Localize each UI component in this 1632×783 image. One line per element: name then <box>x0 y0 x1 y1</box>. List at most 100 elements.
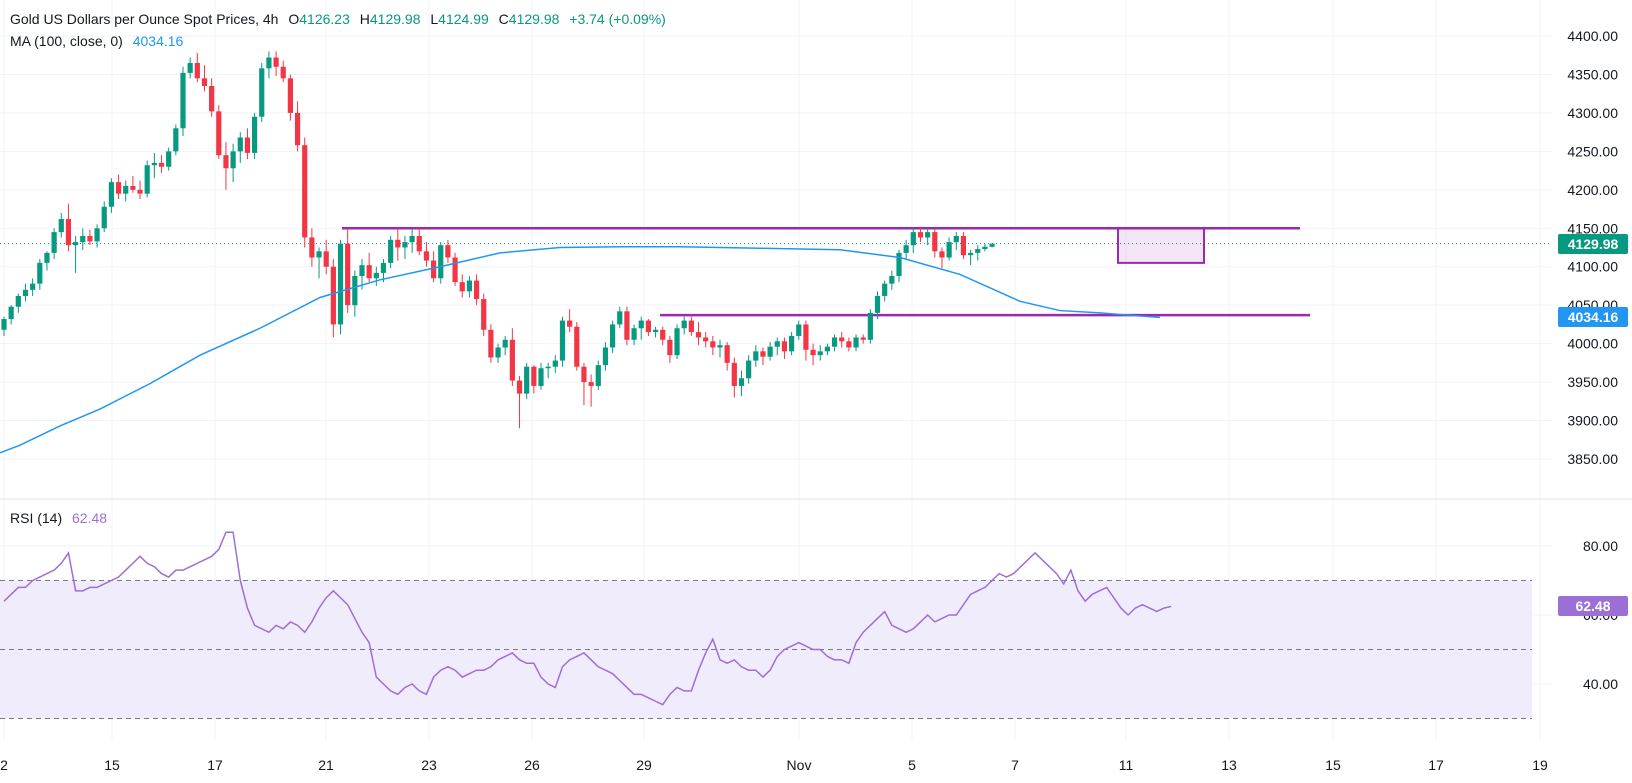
candle-body <box>746 360 752 379</box>
candle-body <box>187 62 193 73</box>
candle-body <box>37 262 43 284</box>
candle-body <box>180 72 186 129</box>
candle-body <box>846 341 852 348</box>
candle-body <box>667 339 673 356</box>
rsi-line <box>3 531 1172 706</box>
candle-body <box>115 182 122 194</box>
candle-body <box>73 242 79 246</box>
candle-body <box>968 252 974 256</box>
candle-body <box>151 162 157 166</box>
candle-body <box>538 368 544 386</box>
ma100-line <box>0 245 1161 454</box>
candle-body <box>602 347 609 366</box>
candle-body <box>94 228 100 242</box>
price-tick-label: 4250.00 <box>1567 143 1618 159</box>
candle-body <box>624 311 630 340</box>
candle-body <box>674 328 680 356</box>
rsi-label[interactable]: RSI (14) <box>10 510 63 526</box>
candle-body <box>380 262 387 273</box>
candle-body <box>681 320 687 329</box>
candle-body <box>767 346 773 357</box>
low-label: L <box>430 11 439 27</box>
candle-body <box>903 245 909 253</box>
candle-body <box>130 185 136 190</box>
time-tick-label: 2 <box>0 757 8 773</box>
candle-body <box>495 347 501 358</box>
candle-body <box>30 283 36 290</box>
price-tick-label: 4000.00 <box>1567 336 1618 352</box>
candle-body <box>409 235 415 243</box>
candle-body <box>960 235 967 256</box>
rsi-value-tag: 62.48 <box>1558 596 1628 617</box>
candle-body <box>87 235 93 242</box>
candle-body <box>345 243 351 306</box>
open-value: 4126.23 <box>299 11 350 27</box>
time-tick-label: 13 <box>1221 757 1237 773</box>
symbol-title[interactable]: Gold US Dollars per Ounce Spot Prices, 4… <box>10 11 279 27</box>
horizontal-levels <box>0 227 1552 317</box>
candle-body <box>101 206 107 229</box>
rsi-legend: RSI (14) 62.48 <box>10 510 113 526</box>
candle-body <box>352 275 358 306</box>
candle-body <box>51 232 57 253</box>
price-tick-label: 4150.00 <box>1567 220 1618 236</box>
candle-body <box>330 266 336 325</box>
candle-body <box>316 251 322 258</box>
candle-body <box>831 337 838 347</box>
candle-body <box>889 275 895 284</box>
candle-body <box>588 382 594 386</box>
candle-body <box>194 62 200 79</box>
ma-label[interactable]: MA (100, close, 0) <box>10 33 123 49</box>
time-axis[interactable]: 2 15 17 21 23 26 29 Nov 5 7 11 13 15 17 19 <box>0 757 1548 773</box>
time-tick-label: 23 <box>421 757 437 773</box>
candle-body <box>237 137 243 152</box>
price-tick-label: 4100.00 <box>1567 259 1618 275</box>
candle-body <box>337 243 344 325</box>
candle-body <box>216 111 222 156</box>
candle-body <box>581 366 587 383</box>
candle-body <box>137 189 143 194</box>
candle-body <box>839 337 845 342</box>
candle-body <box>710 341 716 348</box>
candle-body <box>302 145 308 238</box>
time-tick-label: 19 <box>1532 757 1548 773</box>
candle-body <box>760 351 766 357</box>
candle-body <box>910 232 916 246</box>
candle-body <box>388 239 394 263</box>
candle-body <box>860 337 866 340</box>
time-tick-label: 7 <box>1011 757 1019 773</box>
candle-body <box>509 339 515 381</box>
candle-body <box>359 265 365 276</box>
time-tick-label: 11 <box>1119 757 1134 773</box>
candle-body <box>402 242 408 248</box>
close-label: C <box>498 11 509 27</box>
candle-body <box>652 329 659 333</box>
candle-body <box>1 319 7 330</box>
candle-body <box>531 366 537 386</box>
candle-body <box>252 116 258 153</box>
candle-body <box>445 245 451 258</box>
candle-body <box>173 128 179 152</box>
time-tick-label: 21 <box>318 757 334 773</box>
price-tick-label: 3900.00 <box>1567 413 1618 429</box>
candle-body <box>524 366 530 394</box>
candle-body <box>882 283 888 296</box>
candle-body <box>423 251 430 261</box>
candle-body <box>58 219 64 233</box>
price-axis[interactable]: 4400.00 4350.00 4300.00 4250.00 4200.00 4150.… <box>1567 28 1618 467</box>
candle-body <box>610 324 616 348</box>
candle-body <box>65 219 72 246</box>
candle-body <box>166 151 172 167</box>
time-tick-label: Nov <box>787 757 812 773</box>
candle-body <box>459 282 465 292</box>
rsi-tick-label: 80.00 <box>1583 538 1618 554</box>
candle-body <box>631 328 637 340</box>
rsi-legend-value: 62.48 <box>72 510 108 526</box>
candle-body <box>244 137 251 153</box>
time-tick-label: 5 <box>908 757 916 773</box>
candle-body <box>932 232 938 252</box>
open-label: O <box>288 11 300 27</box>
candle-body <box>559 320 566 361</box>
candle-body <box>473 280 480 300</box>
candle-body <box>803 324 809 350</box>
